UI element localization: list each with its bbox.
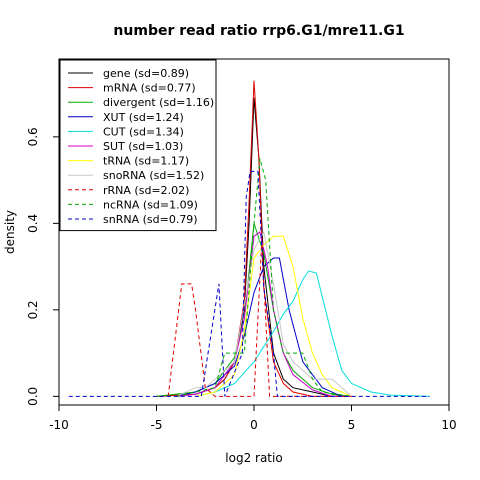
y-tick-label-0: 0.0 (26, 387, 40, 406)
x-tick-label-3: 5 (348, 418, 356, 432)
legend-box (59, 59, 217, 232)
series-line-5 (175, 231, 352, 397)
x-axis-label: log2 ratio (225, 451, 282, 465)
legend-entry-7: snoRNA (sd=1.52) (103, 169, 204, 182)
legend-entry-2: divergent (sd=1.16) (103, 96, 214, 109)
legend-entry-8: rRNA (sd=2.02) (103, 184, 189, 197)
series-line-3 (175, 257, 352, 397)
y-tick-label-3: 0.6 (26, 127, 40, 146)
series-line-4 (195, 270, 430, 397)
x-tick-label-4: 10 (441, 418, 456, 432)
series-line-6 (195, 235, 352, 397)
chart-title: number read ratio rrp6.G1/mre11.G1 (113, 23, 404, 39)
legend: gene (sd=0.89) mRNA (sd=0.77)divergent (s… (59, 59, 217, 232)
series-line-8 (167, 240, 352, 397)
legend-entry-3: XUT (sd=1.24) (103, 111, 184, 124)
series-line-10 (68, 170, 430, 397)
x-tick-label-1: -5 (151, 418, 163, 432)
series-line-1 (156, 80, 352, 397)
y-tick-label-2: 0.4 (26, 214, 40, 233)
series-line-7 (175, 230, 352, 397)
x-tick-label-2: 0 (250, 418, 258, 432)
x-tick-label-0: -10 (49, 418, 69, 432)
y-tick-label-1: 0.2 (26, 300, 40, 319)
legend-entry-9: ncRNA (sd=1.09) (103, 198, 198, 211)
y-axis-label: density (3, 210, 17, 254)
legend-entry-4: CUT (sd=1.34) (103, 125, 184, 138)
legend-entry-10: snRNA (sd=0.79) (103, 213, 198, 226)
legend-entry-0: gene (sd=0.89) (103, 67, 189, 80)
legend-entry-6: tRNA (sd=1.17) (103, 155, 189, 168)
legend-entry-5: SUT (sd=1.03) (103, 140, 183, 153)
series-line-9 (175, 158, 352, 397)
legend-entry-1: mRNA (sd=0.77) (103, 82, 196, 95)
